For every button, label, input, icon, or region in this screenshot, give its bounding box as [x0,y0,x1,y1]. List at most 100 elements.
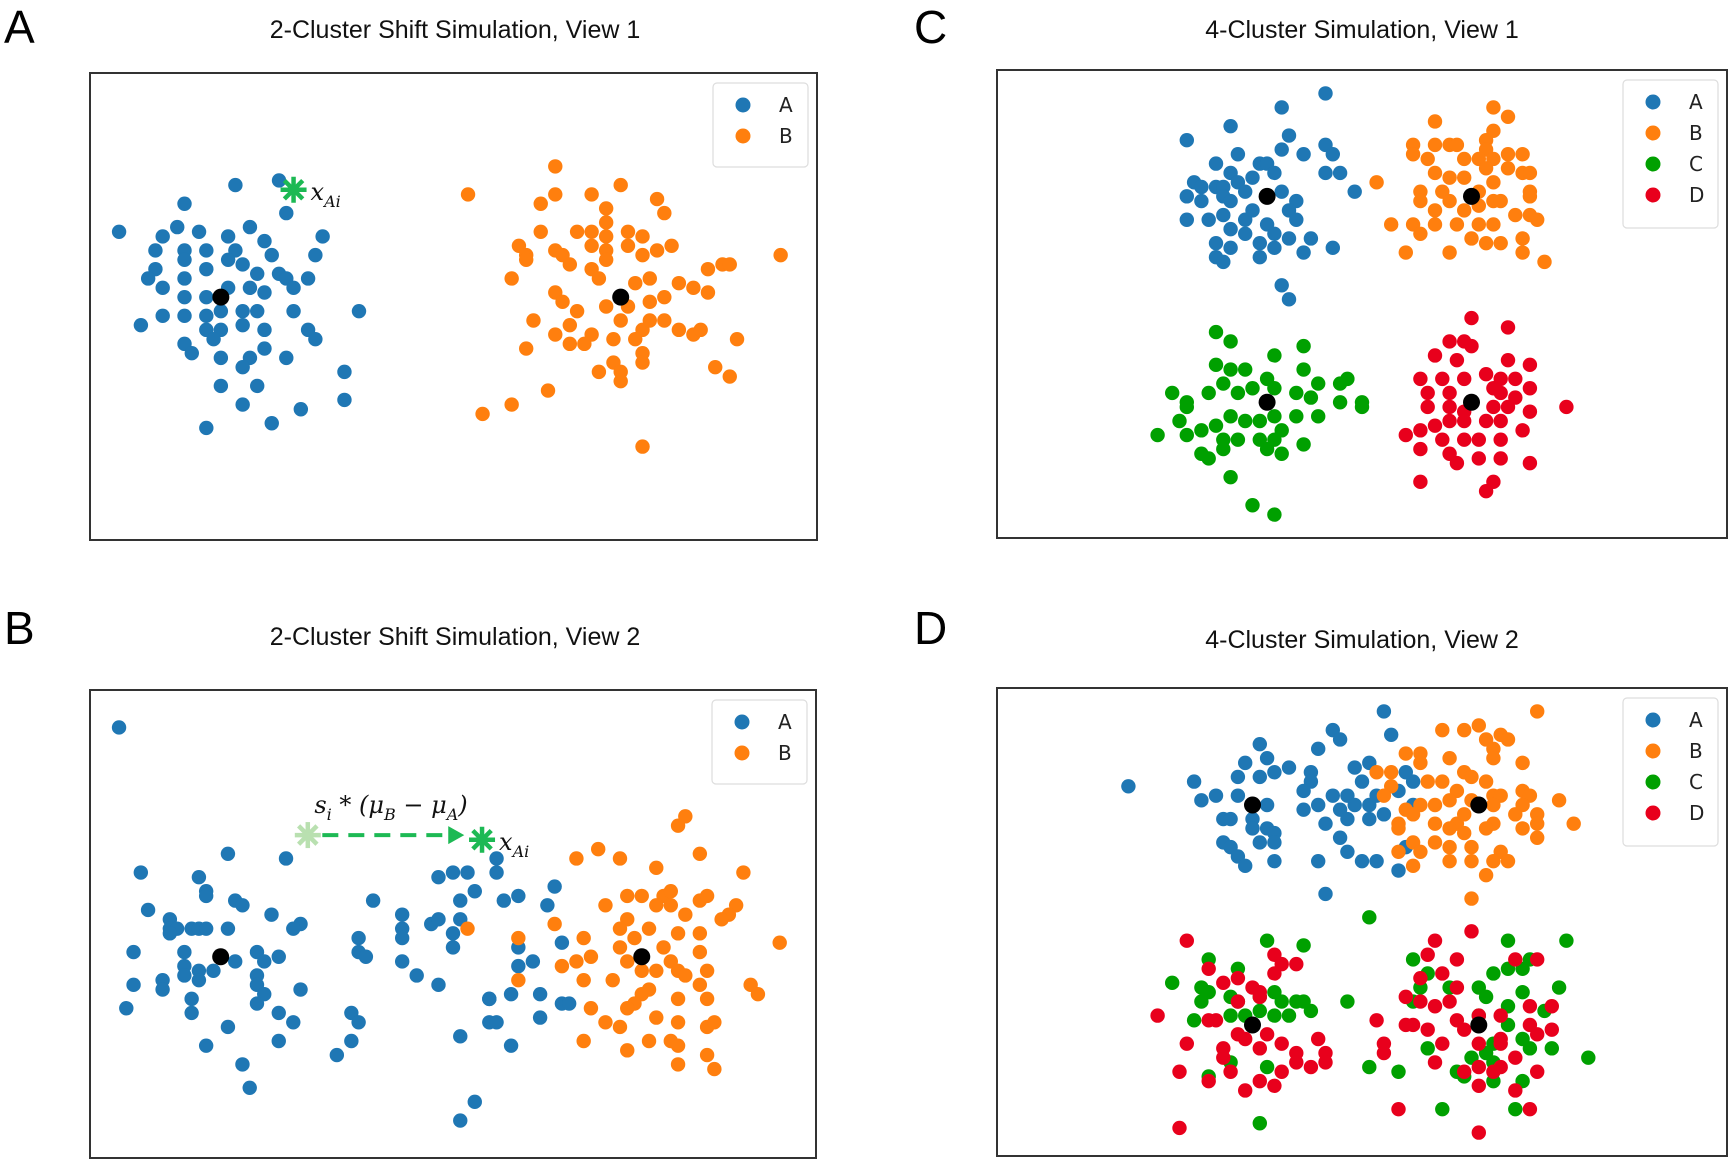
data-point-a [198,1038,214,1053]
shifted-point-star-icon [469,826,496,853]
data-point-b [1508,807,1523,822]
data-point-d [1398,427,1413,443]
data-point-c [1267,1008,1282,1023]
data-point-c [1208,418,1224,433]
data-point-a [1238,755,1253,771]
arrowhead-icon [448,826,465,845]
data-point-a [220,229,236,244]
data-point-d [1223,1064,1238,1079]
point-label: xAi [311,178,341,211]
data-point-b [773,247,788,263]
data-point-c [1544,1041,1559,1056]
data-point-b [700,285,716,300]
data-point-a [525,954,541,969]
series-b [460,159,788,454]
data-point-a [206,331,221,347]
data-point-d [1420,1022,1435,1037]
data-point-b [584,187,599,202]
data-point-c [1238,362,1253,377]
data-point-d [1435,432,1450,447]
data-point-a [191,870,207,885]
data-point-c [1581,1050,1596,1065]
data-point-c [1238,413,1253,429]
data-point-b [700,261,716,277]
data-point-c [1201,385,1216,401]
data-point-b [1391,821,1406,836]
data-point-a [213,378,229,394]
data-point-c [1208,357,1224,373]
data-point-a [1289,212,1304,227]
data-point-a [1194,193,1209,209]
data-point-b [722,369,737,384]
data-point-a [220,252,236,267]
legend-marker-b [1645,125,1661,141]
data-point-b [620,238,636,253]
axes-frame [89,72,818,541]
data-point-a [1281,292,1297,307]
data-point-d [1369,1013,1384,1028]
data-point-b [670,1038,686,1053]
data-point-a [1318,816,1333,831]
data-point-d [1457,371,1472,387]
data-point-d [1478,484,1494,499]
data-point-d [1449,980,1465,995]
data-point-c [1303,390,1319,405]
data-point-c [1252,1116,1267,1131]
data-point-b [547,916,562,932]
data-point-a [1208,235,1224,251]
data-point-b [1398,245,1413,260]
centroid-marker [1463,187,1480,205]
data-point-a [170,219,185,235]
data-point-b [598,201,614,216]
data-point-c [1186,1013,1202,1028]
data-point-a [191,972,207,988]
data-point-c [1259,933,1275,948]
data-point-a [1267,835,1282,850]
data-point-b [678,907,693,922]
data-point-a [264,416,279,431]
data-point-c [1274,446,1289,461]
data-point-b [1515,245,1530,260]
data-point-b [642,294,657,310]
data-point-b [1530,212,1545,227]
data-point-d [1289,1055,1304,1070]
data-point-c [1311,409,1326,424]
series-d [1398,310,1574,499]
data-point-a [1179,189,1194,204]
data-point-b [699,888,715,904]
data-point-a [489,865,504,880]
data-point-a [532,987,548,1002]
data-point-a [503,987,519,1002]
data-point-c [1391,1064,1406,1079]
data-point-d [1478,413,1494,429]
data-point-d [1522,999,1538,1014]
data-point-d [1530,952,1545,967]
data-point-b [562,257,578,272]
data-point-a [177,196,192,211]
data-point-a [445,926,461,941]
data-point-d [1252,989,1267,1005]
data-point-b [569,851,584,866]
data-point-c [1216,376,1231,391]
data-point-b [1427,816,1443,831]
data-point-a [198,888,214,904]
data-point-d [1486,399,1501,415]
data-point-a [242,280,258,296]
data-point-d [1464,338,1479,354]
data-point-b [692,846,708,861]
data-point-c [1311,376,1326,391]
panel-letter-b: B [4,602,35,654]
data-point-c [1165,975,1180,991]
data-point-b [663,898,678,913]
data-point-a [293,982,308,997]
data-point-a [1245,203,1260,218]
data-point-b [548,187,563,202]
data-point-d [1172,1120,1187,1136]
data-point-a [358,949,374,964]
data-point-d [1427,348,1443,363]
data-point-d [1442,399,1457,415]
data-point-b [1522,189,1538,204]
data-point-d [1413,423,1428,438]
data-point-b [1427,797,1443,813]
data-point-a [489,851,504,866]
